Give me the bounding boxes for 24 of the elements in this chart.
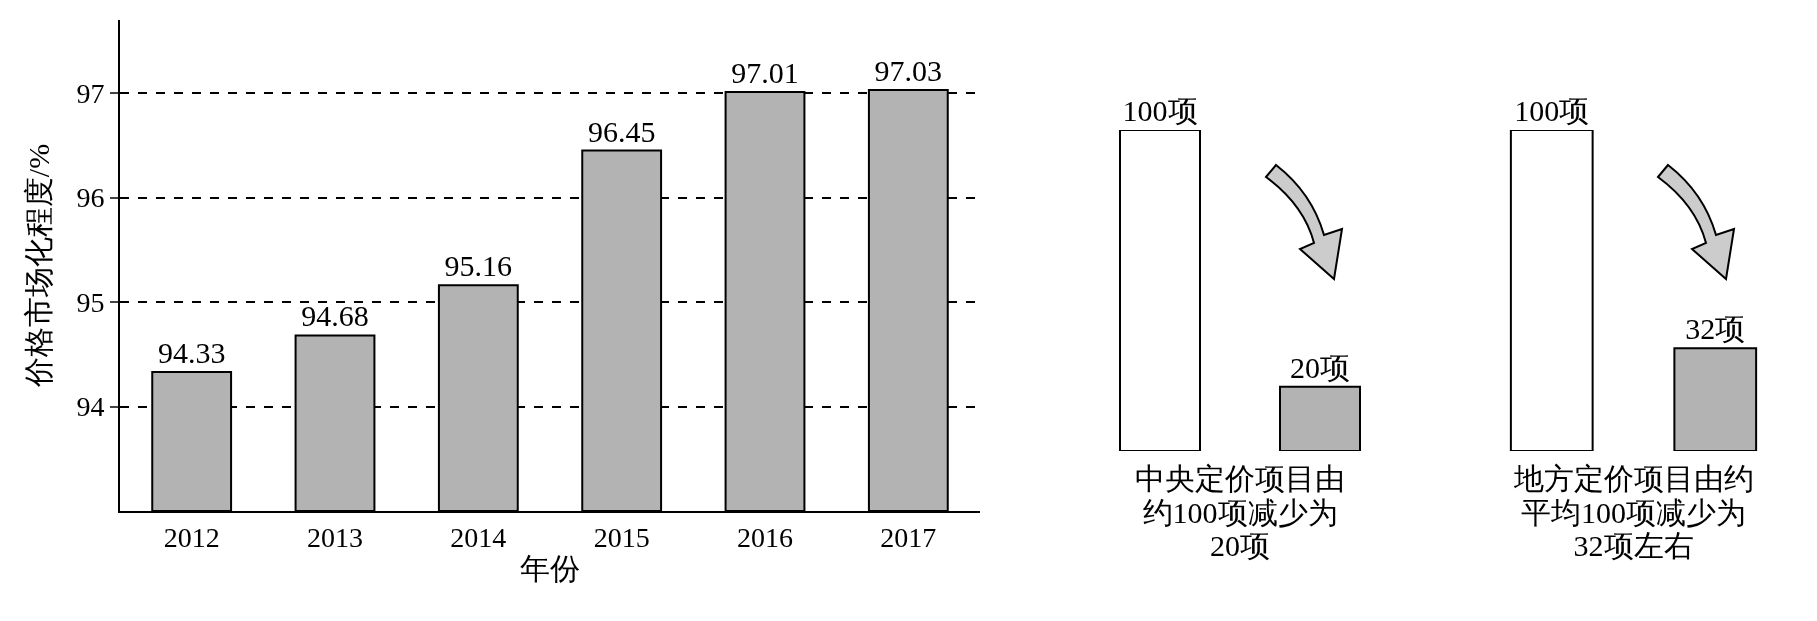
x-tick-label: 2017 <box>880 521 937 553</box>
data-label: 97.01 <box>731 56 799 90</box>
y-tick-label: 95 <box>76 286 105 318</box>
x-axis-title: 年份 <box>520 551 580 585</box>
data-label: 94.33 <box>157 336 226 370</box>
x-axis-title: 中央定价项目由约100项减少为20项 <box>1134 462 1346 563</box>
x-tick-label: 2013 <box>307 521 363 553</box>
data-label: 94.68 <box>301 299 369 333</box>
data-label: 32项 <box>1685 312 1746 346</box>
data-label: 97.03 <box>874 53 943 87</box>
y-axis-title: 价格市场化程度/% <box>22 143 55 389</box>
x-tick-label: 2016 <box>737 521 793 553</box>
data-label: 20项 <box>1290 350 1350 384</box>
y-tick-label: 94 <box>76 391 105 423</box>
data-label: 96.45 <box>587 114 656 148</box>
x-axis-title: 地方定价项目由约平均100项减少为32项左右 <box>1512 462 1755 563</box>
data-label: 100项 <box>1122 94 1198 127</box>
x-tick-label: 2012 <box>163 521 220 553</box>
x-tick-label: 2015 <box>593 521 650 553</box>
x-tick-label: 2014 <box>450 521 507 553</box>
y-tick-label: 96 <box>76 182 105 214</box>
data-label: 95.16 <box>444 249 513 283</box>
data-label: 100项 <box>1514 94 1590 127</box>
y-tick-label: 97 <box>76 77 105 109</box>
